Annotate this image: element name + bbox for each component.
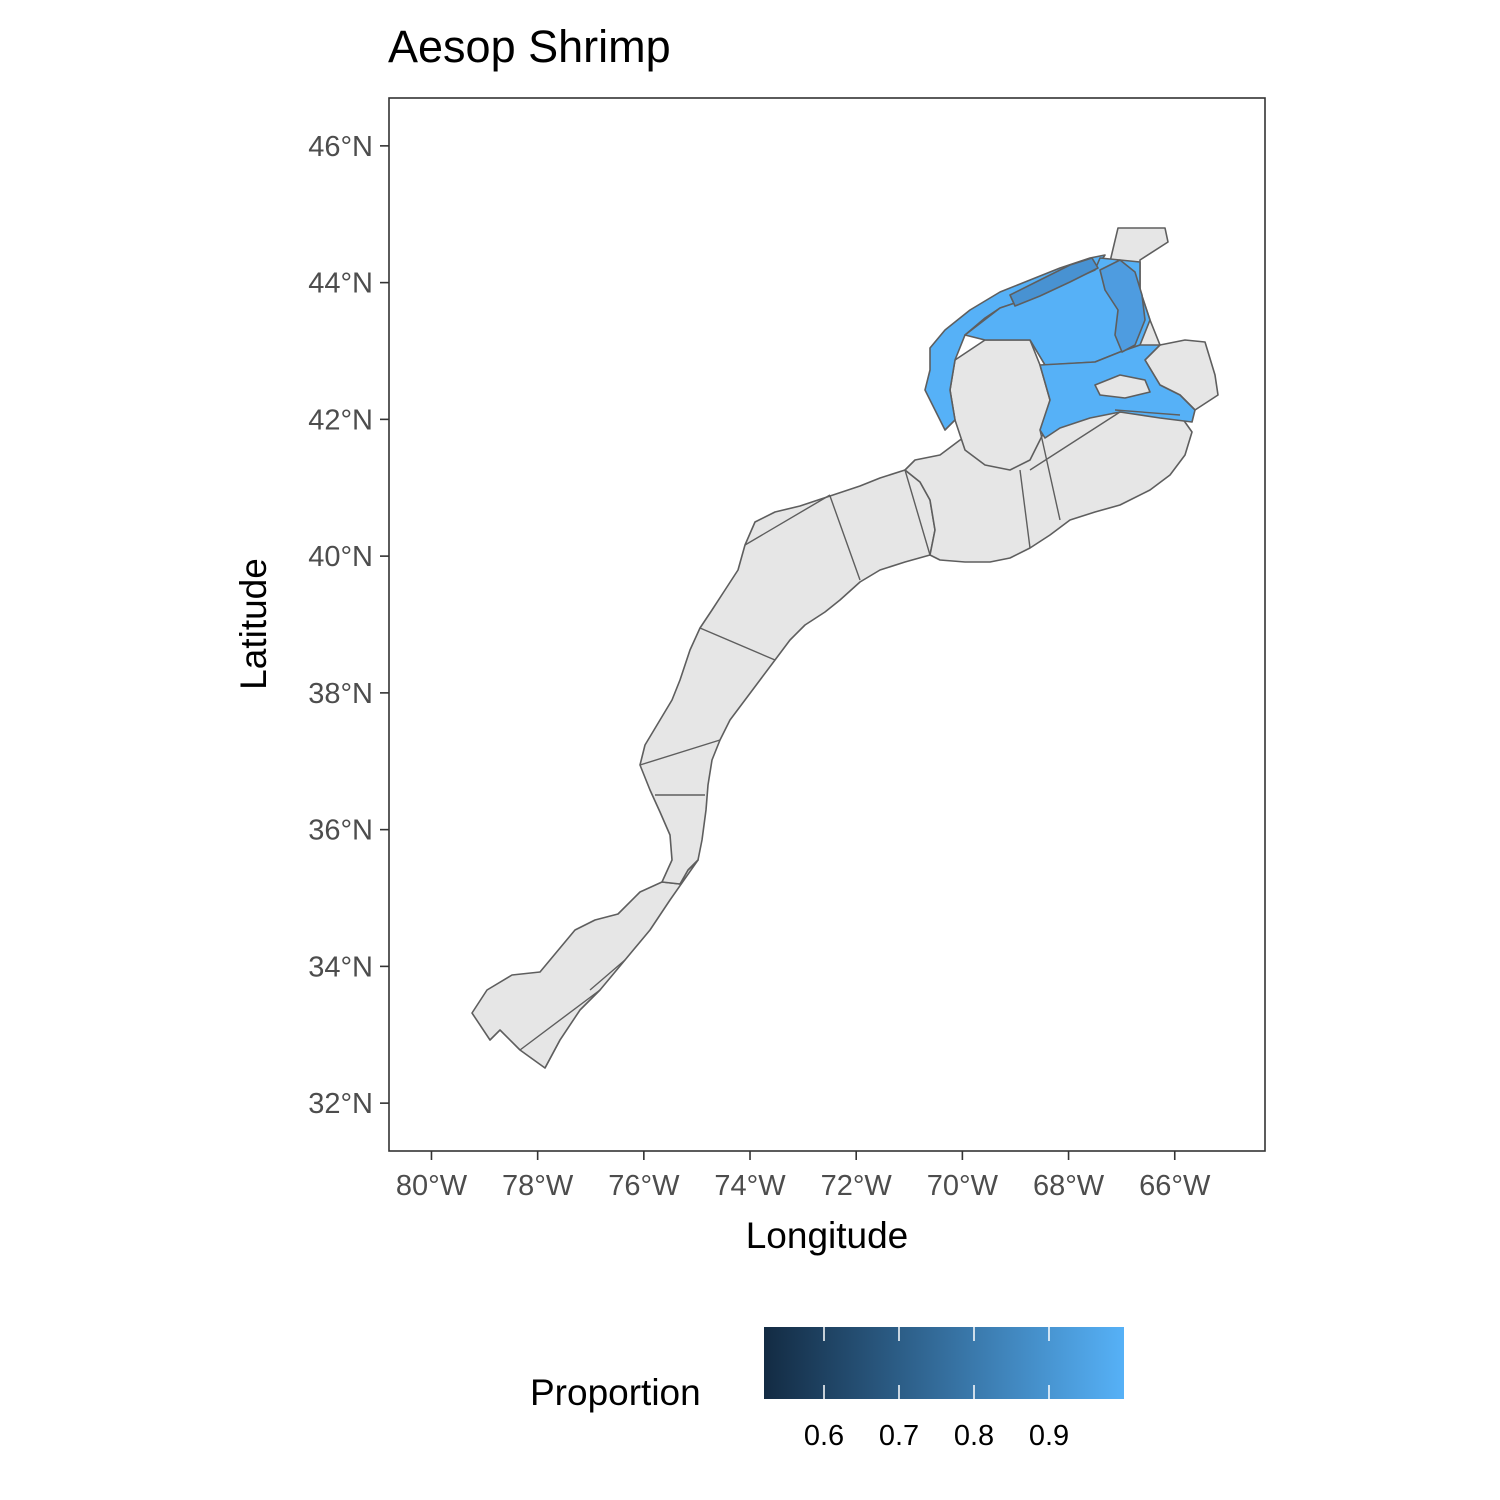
x-axis: 80°W 78°W 76°W 74°W 72°W 70°W 68°W 66°W (396, 1151, 1211, 1202)
x-tick-label: 76°W (608, 1170, 680, 1202)
legend: Proportion 0.6 0.7 0.8 0.9 (530, 1327, 1124, 1452)
legend-colorbar (764, 1327, 1124, 1399)
x-tick-label: 78°W (502, 1170, 574, 1202)
boundary-lines (519, 339, 1181, 1069)
legend-ticks: 0.6 0.7 0.8 0.9 (804, 1327, 1069, 1452)
y-tick-label: 32°N (308, 1088, 373, 1120)
legend-tick-label: 0.9 (1029, 1420, 1069, 1452)
map-layer (471, 227, 1219, 1069)
y-tick-label: 40°N (308, 541, 373, 573)
x-tick-label: 80°W (396, 1170, 468, 1202)
y-axis-title: Latitude (233, 558, 274, 690)
x-tick-label: 70°W (927, 1170, 999, 1202)
legend-tick-label: 0.8 (954, 1420, 994, 1452)
x-axis-title: Longitude (746, 1215, 909, 1256)
x-tick-label: 74°W (714, 1170, 786, 1202)
plot-title: Aesop Shrimp (388, 21, 671, 72)
y-tick-label: 36°N (308, 815, 373, 847)
y-tick-label: 38°N (308, 678, 373, 710)
panel-border (388, 97, 1266, 1152)
y-tick-label: 42°N (308, 404, 373, 436)
stratum-gom-jordan-dark (1099, 259, 1146, 353)
x-tick-label: 72°W (821, 1170, 893, 1202)
x-tick-label: 68°W (1033, 1170, 1105, 1202)
stratum-georges-shoal (1094, 374, 1151, 399)
y-tick-label: 44°N (308, 268, 373, 300)
legend-tick-label: 0.7 (879, 1420, 919, 1452)
y-tick-label: 34°N (308, 951, 373, 983)
legend-tick-label: 0.6 (804, 1420, 844, 1452)
y-axis: 32°N 34°N 36°N 38°N 40°N 42°N 44°N 46°N (308, 131, 389, 1120)
x-tick-label: 66°W (1139, 1170, 1211, 1202)
stratum-south (471, 859, 699, 1069)
stratum-mid-atlantic (639, 469, 936, 885)
legend-title: Proportion (530, 1372, 701, 1413)
stratum-gulf-inner-light (949, 339, 1051, 471)
y-tick-label: 46°N (308, 131, 373, 163)
stratum-gom-northeast-dark (1009, 257, 1099, 307)
